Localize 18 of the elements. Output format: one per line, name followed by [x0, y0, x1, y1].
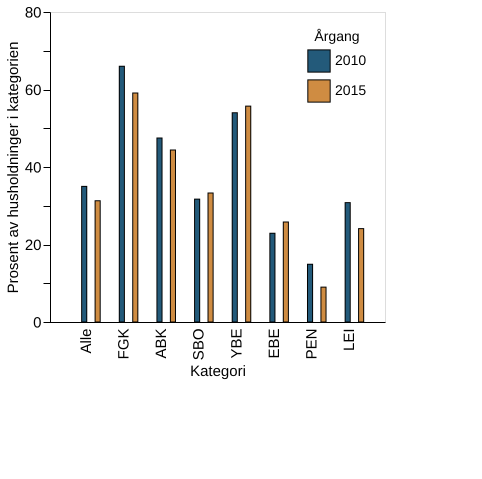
- y-tick-label: 20: [24, 237, 42, 254]
- x-tick-label: YBE: [228, 328, 246, 359]
- x-tick-label: Alle: [78, 328, 95, 354]
- y-tick-label: 40: [24, 160, 42, 176]
- y-tick-label: 60: [24, 82, 42, 99]
- y-tick-label: 0: [33, 314, 42, 332]
- legend-label: 2010: [335, 52, 366, 68]
- x-tick-label: SBO: [190, 328, 208, 360]
- y-tick-label: 80: [24, 4, 42, 22]
- legend-label: 2015: [335, 82, 366, 98]
- y-axis-title: Prosent av husholdninger i kategorien: [4, 42, 22, 294]
- x-tick-label: EBE: [266, 328, 283, 359]
- x-axis-title: Kategori: [190, 363, 246, 380]
- legend-title: Årgang: [314, 28, 360, 44]
- x-tick-label: LEI: [341, 328, 358, 352]
- x-tick-label: ABK: [153, 328, 170, 359]
- x-tick-label: FGK: [115, 328, 132, 360]
- x-tick-label: PEN: [304, 328, 321, 360]
